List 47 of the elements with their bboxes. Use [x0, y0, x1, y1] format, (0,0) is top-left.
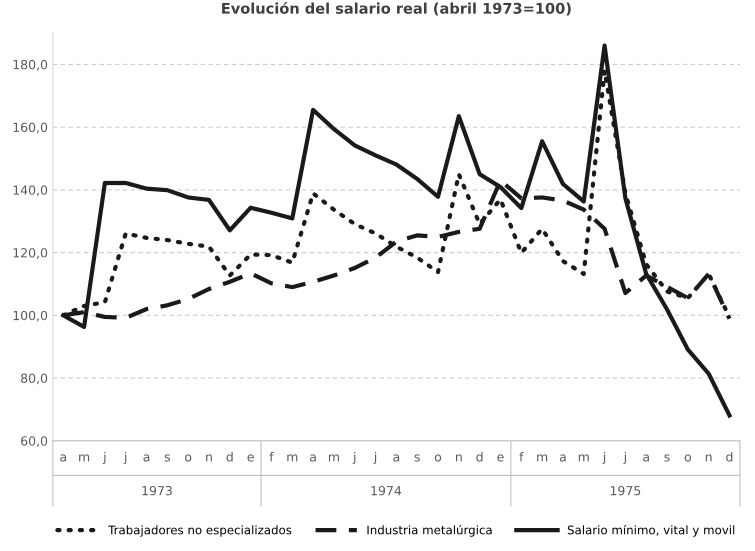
x-tick-label: m — [537, 454, 548, 462]
x-tick-label: s — [664, 454, 670, 462]
y-tick-label: 100,0 — [14, 310, 48, 322]
x-tick-label: j — [102, 452, 106, 464]
x-tick-label: m — [79, 454, 90, 462]
x-tick-label: n — [456, 454, 462, 462]
x-tick-label: a — [60, 454, 66, 462]
y-tick-label: 180,0 — [14, 60, 48, 71]
x-tick-label: o — [434, 454, 442, 462]
x-tick-label: j — [374, 452, 376, 464]
y-tick-label: 120,0 — [14, 248, 48, 259]
text: 1975 — [610, 486, 640, 496]
y-tick-label: 160,0 — [14, 122, 48, 134]
x-tick-label: m — [578, 454, 589, 462]
x-tick-label: n — [706, 454, 712, 462]
x-tick-label: a — [560, 454, 566, 462]
x-tick-label: o — [185, 454, 192, 462]
x-tick-label: j — [124, 452, 126, 464]
x-tick-label: s — [164, 454, 170, 462]
text: 1973 — [142, 486, 172, 496]
x-tick-label: a — [310, 454, 316, 462]
y-tick-label: 80,0 — [21, 374, 48, 384]
x-tick-label: f — [270, 452, 274, 462]
x-tick-label: f — [519, 452, 524, 462]
text: 1974 — [371, 486, 402, 496]
x-tick-label: d — [226, 452, 233, 462]
x-tick-label: m — [287, 454, 298, 462]
chart-title: Evolución del salario real (abril 1973=100) — [222, 2, 571, 16]
x-tick-label: a — [643, 454, 649, 462]
x-tick-label: j — [352, 452, 356, 464]
x-tick-label: m — [328, 454, 339, 462]
x-tick-label: d — [726, 452, 732, 462]
x-tick-label: j — [623, 452, 626, 464]
x-tick-label: n — [206, 454, 212, 462]
legend-label: Industria metalúrgica — [367, 524, 492, 537]
x-tick-label: d — [476, 452, 482, 462]
y-tick-label: 140,0 — [14, 185, 48, 196]
x-tick-label: e — [497, 454, 504, 462]
x-tick-label: a — [143, 454, 150, 462]
x-tick-label: j — [602, 452, 606, 464]
x-tick-label: s — [414, 454, 420, 462]
legend-label: Salario mínimo, vital y movil — [568, 524, 734, 537]
legend-label: Trabajadores no especializados — [108, 525, 292, 537]
x-tick-label: a — [393, 454, 400, 462]
x-tick-label: e — [247, 454, 254, 462]
y-tick-label: 60,0 — [21, 436, 48, 447]
x-tick-label: o — [684, 454, 691, 462]
